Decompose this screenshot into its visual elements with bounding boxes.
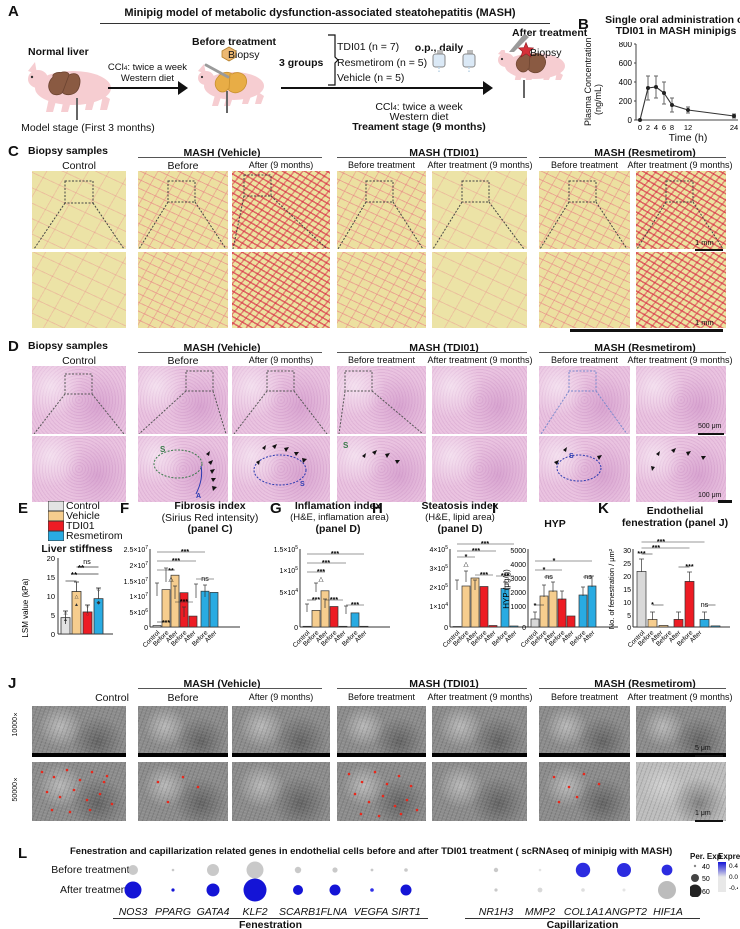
svg-text:800: 800 [619, 42, 633, 49]
svg-text:ns: ns [701, 602, 709, 609]
svg-text:2×107: 2×107 [129, 561, 148, 570]
svg-text:15: 15 [623, 587, 631, 594]
svg-text:20: 20 [47, 554, 55, 563]
svg-text:***: *** [637, 551, 645, 558]
svg-text:*: * [543, 567, 546, 574]
svg-text:15: 15 [47, 573, 55, 582]
svg-text:4000: 4000 [510, 562, 526, 569]
svg-text:50: 50 [702, 876, 710, 883]
svg-text:5×104: 5×104 [279, 588, 298, 597]
svg-text:1.5×105: 1.5×105 [274, 545, 299, 554]
svg-text:2×105: 2×105 [429, 583, 448, 592]
svg-text:5: 5 [627, 613, 631, 620]
svg-text:***: *** [312, 597, 320, 604]
svg-text:4×105: 4×105 [429, 545, 448, 554]
svg-text:0: 0 [294, 625, 298, 632]
svg-text:***: *** [172, 558, 180, 565]
svg-text:5000: 5000 [510, 548, 526, 555]
svg-text:ns: ns [545, 574, 553, 581]
svg-text:▲: ▲ [74, 602, 79, 608]
svg-text:△: △ [464, 561, 470, 568]
svg-text:1.5×107: 1.5×107 [124, 577, 149, 586]
svg-text:○: ○ [86, 612, 89, 618]
svg-text:60: 60 [702, 889, 710, 896]
svg-text:*: * [553, 558, 556, 565]
svg-text:0: 0 [51, 630, 55, 639]
svg-text:1×107: 1×107 [129, 592, 148, 601]
svg-text:*: * [651, 602, 654, 609]
svg-text:0.4: 0.4 [729, 863, 738, 870]
svg-text:3×105: 3×105 [429, 564, 448, 573]
svg-text:**: ** [168, 568, 174, 575]
svg-text:5×106: 5×106 [129, 608, 148, 617]
svg-text:HYP (μg/g): HYP (μg/g) [502, 569, 511, 609]
svg-text:***: *** [685, 564, 693, 571]
svg-text:S: S [343, 441, 349, 450]
svg-text:200: 200 [619, 97, 633, 106]
svg-text:***: *** [480, 572, 488, 579]
svg-text:***: *** [351, 602, 359, 609]
svg-text:40: 40 [702, 864, 710, 871]
svg-text:S: S [160, 445, 166, 454]
svg-text:No. of fenestration / μm²: No. of fenestration / μm² [607, 548, 616, 629]
svg-text:0: 0 [522, 625, 526, 632]
svg-text:2: 2 [646, 123, 650, 132]
svg-text:0.0: 0.0 [729, 874, 738, 881]
svg-text:6: 6 [662, 123, 666, 132]
svg-text:***: *** [331, 551, 339, 558]
svg-text:0: 0 [444, 625, 448, 632]
svg-text:△: △ [64, 610, 68, 616]
svg-text:10: 10 [47, 592, 55, 601]
svg-text:400: 400 [619, 78, 633, 87]
svg-text:3000: 3000 [510, 576, 526, 583]
svg-text:◆: ◆ [97, 600, 101, 606]
svg-text:25: 25 [623, 561, 631, 568]
svg-text:600: 600 [619, 59, 633, 68]
svg-text:30: 30 [623, 548, 631, 555]
svg-text:A: A [196, 493, 201, 500]
svg-text:LSM value (kPa): LSM value (kPa) [21, 578, 30, 637]
svg-text:0: 0 [144, 625, 148, 632]
svg-text:8: 8 [670, 123, 674, 132]
svg-text:5: 5 [51, 611, 55, 620]
svg-text:12: 12 [684, 123, 692, 132]
svg-text:***: *** [472, 548, 480, 555]
svg-text:2.5×107: 2.5×107 [124, 545, 149, 554]
svg-text:20: 20 [623, 574, 631, 581]
svg-text:ns: ns [584, 574, 592, 581]
svg-text:-0.4: -0.4 [729, 885, 738, 892]
svg-text:ns: ns [83, 559, 91, 566]
svg-text:0: 0 [638, 123, 642, 132]
svg-text:○: ○ [86, 604, 89, 610]
svg-text:1×105: 1×105 [279, 566, 298, 575]
svg-text:ns: ns [201, 576, 209, 583]
svg-text:24: 24 [730, 123, 738, 132]
svg-text:***: *** [317, 569, 325, 576]
svg-text:***: *** [162, 620, 170, 627]
svg-text:2000: 2000 [510, 590, 526, 597]
svg-text:***: *** [180, 599, 188, 606]
svg-text:S: S [569, 453, 574, 460]
svg-text:△: △ [319, 576, 325, 583]
svg-text:▲: ▲ [63, 617, 68, 623]
svg-text:1×104: 1×104 [429, 602, 448, 611]
svg-text:***: *** [181, 549, 189, 556]
svg-text:4: 4 [654, 123, 658, 132]
svg-text:***: *** [322, 560, 330, 567]
svg-text:10: 10 [623, 600, 631, 607]
svg-text:***: *** [657, 539, 665, 546]
svg-text:***: *** [652, 545, 660, 552]
svg-text:***: *** [481, 541, 489, 548]
svg-text:△: △ [75, 594, 79, 600]
svg-text:***: *** [330, 597, 338, 604]
svg-text:0: 0 [627, 625, 631, 632]
svg-text:◇: ◇ [97, 587, 101, 593]
svg-text:*: * [465, 554, 468, 561]
svg-text:S: S [300, 481, 305, 488]
svg-text:1000: 1000 [510, 604, 526, 611]
svg-text:0: 0 [628, 116, 633, 125]
svg-text:*: * [534, 603, 537, 610]
